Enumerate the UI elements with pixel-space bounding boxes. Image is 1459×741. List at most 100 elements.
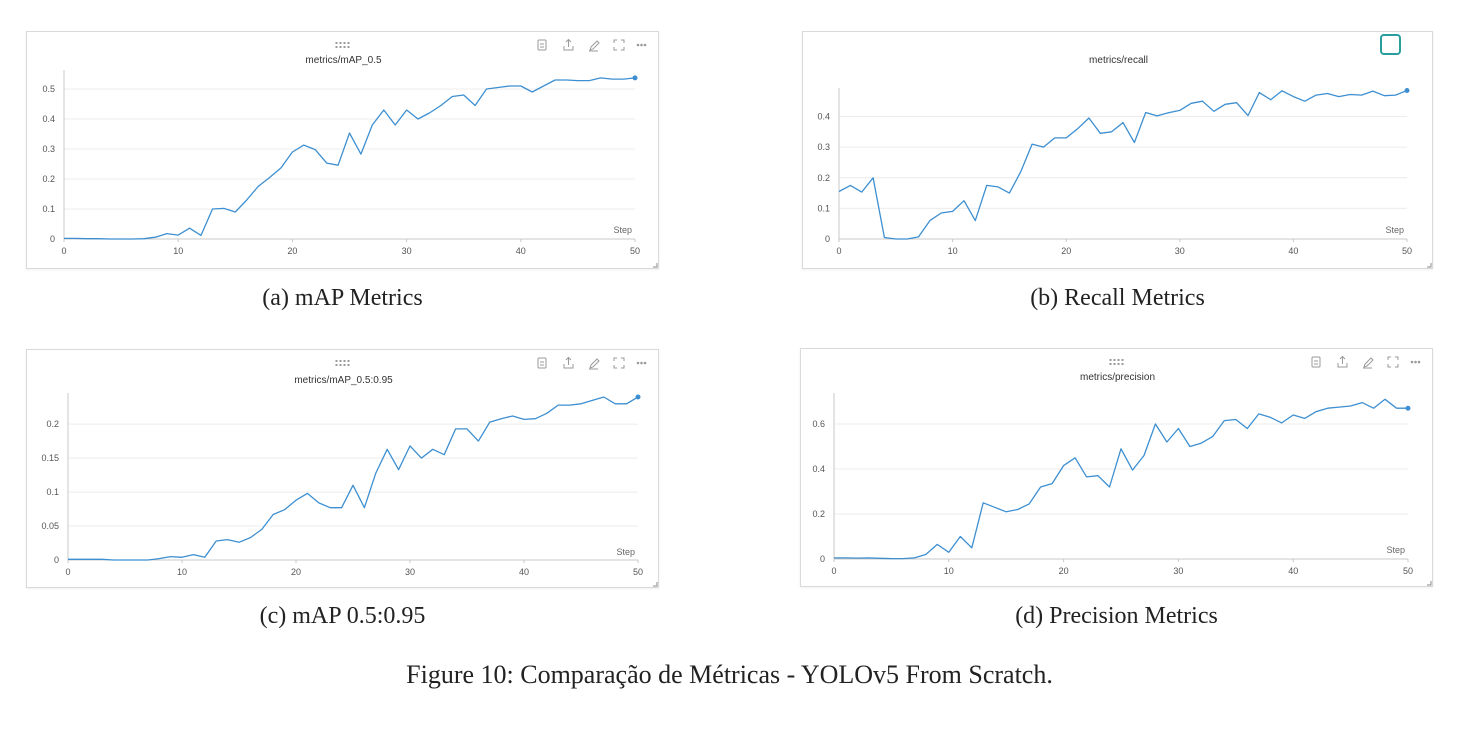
drag-handle-dot xyxy=(335,364,338,366)
chart-svg-map50: metrics/mAP_0.5 0 0.1 0.2 0.3 0.4 0.5 0 10 20 30 40… xyxy=(42,38,658,268)
fullscreen-icon[interactable] xyxy=(613,39,625,51)
share-icon[interactable] xyxy=(563,38,574,51)
edit-icon[interactable] xyxy=(1363,357,1374,369)
y-tick-label: 0 xyxy=(820,554,825,564)
x-tick-label: 20 xyxy=(1059,566,1069,576)
drag-handle-dot xyxy=(343,360,346,362)
x-tick-label: 50 xyxy=(1403,566,1413,576)
fullscreen-icon[interactable] xyxy=(613,357,625,369)
y-tick-label: 0.05 xyxy=(41,521,59,531)
y-tick-label: 0.2 xyxy=(812,509,825,519)
x-tick-label: 0 xyxy=(831,566,836,576)
series-line xyxy=(834,398,1408,560)
drag-handle-dot xyxy=(1121,363,1124,365)
resize-handle-icon[interactable] xyxy=(653,582,658,587)
figure-caption: Figure 10: Comparação de Métricas - YOLO… xyxy=(406,660,1053,689)
y-tick-label: 0.3 xyxy=(817,142,830,152)
drag-handle-dot xyxy=(339,42,342,44)
series-end-point xyxy=(1404,87,1410,93)
drag-handle-dot xyxy=(347,360,350,362)
drag-handle-dot xyxy=(339,360,342,362)
chart-title: metrics/mAP_0.5 xyxy=(305,55,382,66)
series-end-point xyxy=(635,394,641,400)
series-line xyxy=(838,89,1408,240)
drag-handle-dot xyxy=(1117,359,1120,361)
drag-handle-dot xyxy=(343,42,346,44)
y-tick-label: 0.4 xyxy=(817,112,830,122)
x-tick-label: 50 xyxy=(1402,246,1412,256)
drag-handle-dot xyxy=(1109,363,1112,365)
x-axis-label: Step xyxy=(1386,545,1405,555)
clipboard-icon[interactable] xyxy=(537,39,547,51)
drag-handle-dot xyxy=(335,42,338,44)
chart-svg-recall: metrics/recall 0 0.1 0.2 0.3 0.4 0 10 20 30 40 50 St… xyxy=(817,34,1432,268)
chart-panel-precision: metrics/precision 0 0.2 0.4 0.6 0 10 20 30 40 50 St… xyxy=(800,348,1433,587)
x-tick-label: 50 xyxy=(633,567,643,577)
x-tick-label: 0 xyxy=(836,246,841,256)
chart-title: metrics/recall xyxy=(1089,55,1148,66)
x-tick-label: 0 xyxy=(65,567,70,577)
y-tick-label: 0.6 xyxy=(812,419,825,429)
clipboard-icon[interactable] xyxy=(537,357,547,369)
more-icon[interactable] xyxy=(636,43,647,47)
x-tick-label: 20 xyxy=(287,246,297,256)
caption-a: (a) mAP Metrics xyxy=(262,285,423,311)
x-tick-label: 10 xyxy=(177,567,187,577)
x-axis-label: Step xyxy=(616,547,635,557)
drag-handle-dot xyxy=(335,360,338,362)
x-tick-label: 40 xyxy=(516,246,526,256)
y-tick-label: 0.3 xyxy=(42,144,55,154)
drag-handle-dot xyxy=(347,42,350,44)
fullscreen-icon[interactable] xyxy=(1387,356,1399,368)
resize-handle-icon[interactable] xyxy=(653,263,658,268)
chart-title: metrics/precision xyxy=(1080,372,1155,383)
y-tick-label: 0 xyxy=(825,234,830,244)
more-icon[interactable] xyxy=(1410,360,1421,364)
caption-b: (b) Recall Metrics xyxy=(1030,285,1205,311)
chart-panel-map50: metrics/mAP_0.5 0 0.1 0.2 0.3 0.4 0.5 0 10 20 30 40… xyxy=(26,31,659,269)
y-tick-label: 0.2 xyxy=(817,173,830,183)
edit-icon[interactable] xyxy=(589,40,600,52)
y-tick-label: 0.2 xyxy=(46,419,59,429)
y-tick-label: 0.15 xyxy=(41,453,59,463)
drag-handle-dot xyxy=(1117,363,1120,365)
caption-d: (d) Precision Metrics xyxy=(1015,603,1218,629)
y-tick-label: 0.5 xyxy=(42,84,55,94)
drag-handle-dot xyxy=(339,364,342,366)
drag-handle-dot xyxy=(343,46,346,48)
y-tick-label: 0.1 xyxy=(42,204,55,214)
chart-svg-map5095: metrics/mAP_0.5:0.95 0 0.05 0.1 0.15 0.2 0 10 20… xyxy=(41,356,658,587)
chart-panel-map5095: metrics/mAP_0.5:0.95 0 0.05 0.1 0.15 0.2 0 10 20… xyxy=(26,349,659,588)
x-tick-label: 10 xyxy=(944,566,954,576)
drag-handle-dot xyxy=(1121,359,1124,361)
drag-handle-dot xyxy=(347,46,350,48)
x-tick-label: 0 xyxy=(61,246,66,256)
selection-box-icon[interactable] xyxy=(1380,34,1401,55)
share-icon[interactable] xyxy=(563,356,574,369)
series-line xyxy=(68,396,639,561)
more-icon[interactable] xyxy=(636,361,647,365)
y-tick-label: 0 xyxy=(54,555,59,565)
share-icon[interactable] xyxy=(1337,355,1348,368)
resize-handle-icon[interactable] xyxy=(1427,581,1432,586)
drag-handle-dot xyxy=(335,46,338,48)
x-tick-label: 50 xyxy=(630,246,640,256)
drag-handle-dot xyxy=(1113,359,1116,361)
x-tick-label: 30 xyxy=(1173,566,1183,576)
x-tick-label: 30 xyxy=(1175,246,1185,256)
x-tick-label: 40 xyxy=(519,567,529,577)
edit-icon[interactable] xyxy=(589,358,600,370)
x-tick-label: 20 xyxy=(291,567,301,577)
series-line xyxy=(64,77,636,240)
y-tick-label: 0.4 xyxy=(42,114,55,124)
resize-handle-icon[interactable] xyxy=(1427,263,1432,268)
y-tick-label: 0.4 xyxy=(812,464,825,474)
series-end-point xyxy=(1405,405,1411,411)
y-tick-label: 0 xyxy=(50,234,55,244)
y-tick-label: 0.1 xyxy=(817,203,830,213)
y-tick-label: 0.1 xyxy=(46,487,59,497)
x-tick-label: 40 xyxy=(1288,566,1298,576)
drag-handle-dot xyxy=(343,364,346,366)
drag-handle-dot xyxy=(347,364,350,366)
clipboard-icon[interactable] xyxy=(1311,356,1321,368)
